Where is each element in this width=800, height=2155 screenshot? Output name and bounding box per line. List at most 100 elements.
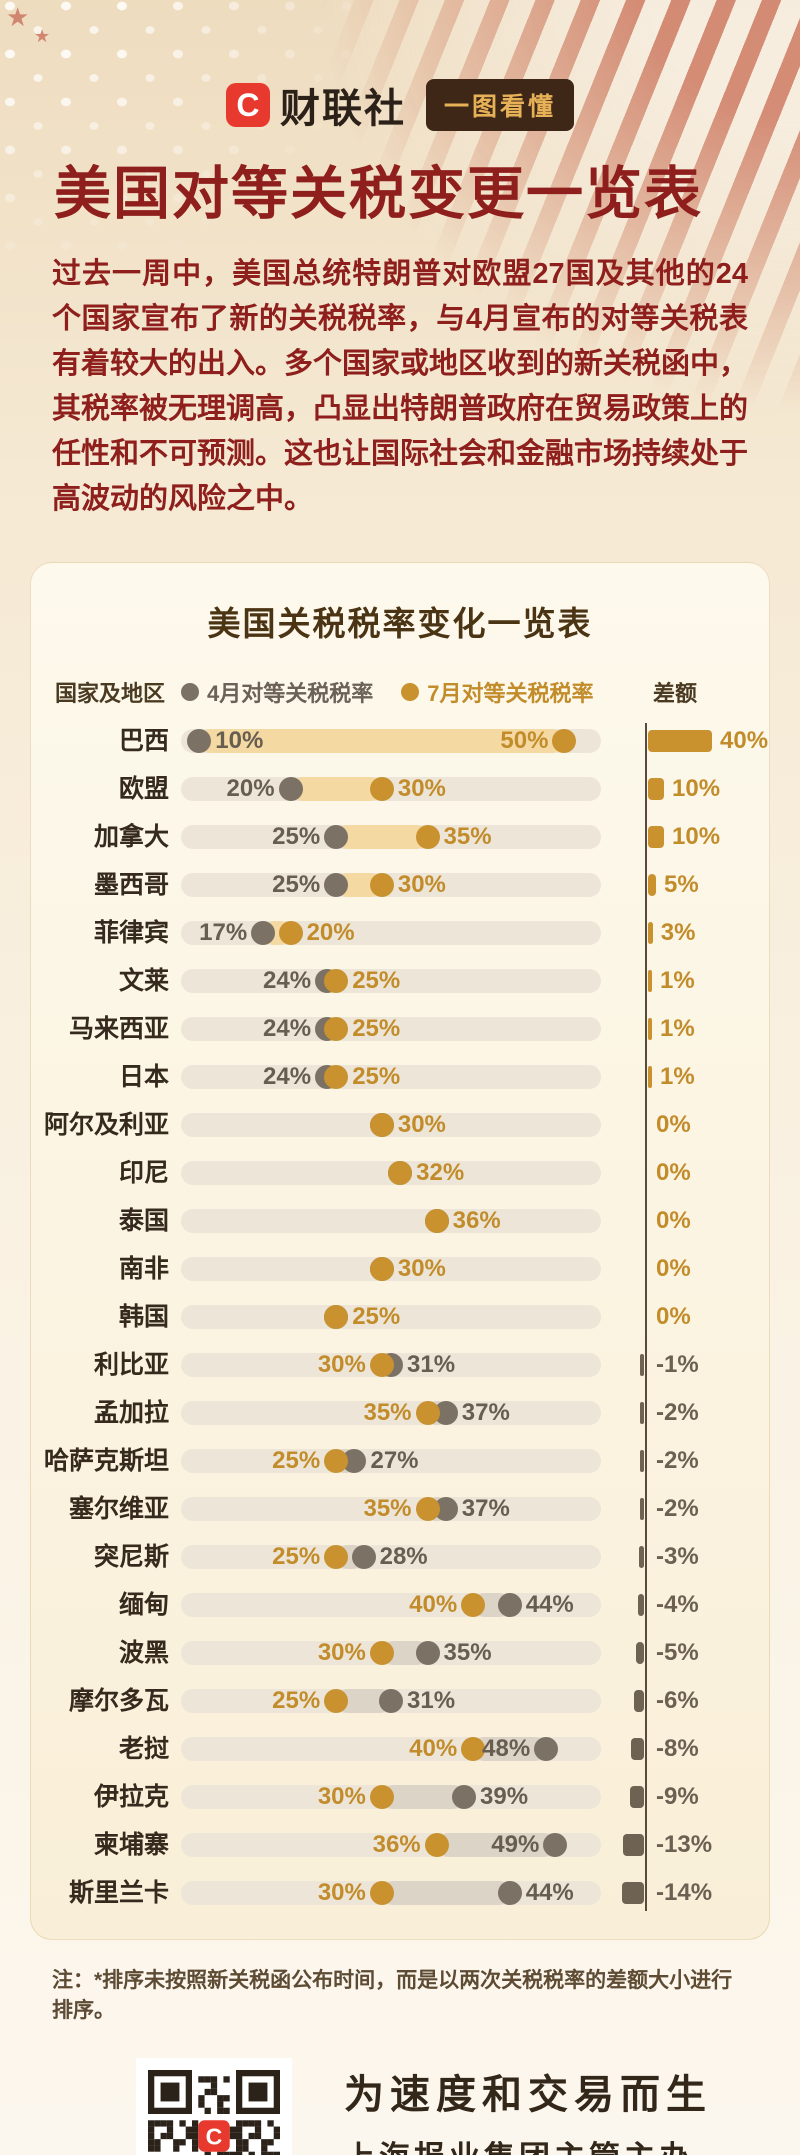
row-track bbox=[181, 969, 601, 994]
april-value: 31% bbox=[407, 1351, 456, 1379]
country-label: 孟加拉 bbox=[93, 1399, 169, 1428]
diff-value: -8% bbox=[656, 1735, 699, 1763]
diff-bar bbox=[648, 778, 664, 801]
april-value: 28% bbox=[379, 1543, 428, 1571]
country-label: 伊拉克 bbox=[93, 1783, 169, 1812]
footer: C 为速度和交易而生 上海报业集团主管主办 策划：马兰 制图：翟一然 bbox=[136, 2058, 800, 2155]
country-label: 马来西亚 bbox=[68, 1015, 169, 1044]
row-track bbox=[181, 1065, 601, 1090]
intro-paragraph: 过去一周中，美国总统特朗普对欧盟27国及其他的24个国家宣布了新的关税税率，与4… bbox=[52, 258, 749, 516]
diff-bar bbox=[621, 1882, 644, 1905]
qr-code: C bbox=[136, 2058, 292, 2155]
july-value: 35% bbox=[363, 1495, 412, 1523]
april-dot bbox=[324, 873, 349, 898]
connector-bar bbox=[336, 825, 428, 850]
july-dot bbox=[369, 1641, 394, 1666]
diff-axis-line bbox=[645, 723, 647, 1912]
diff-value: 40% bbox=[720, 727, 769, 755]
july-dot bbox=[369, 1881, 394, 1906]
april-value: 27% bbox=[370, 1447, 419, 1475]
april-dot bbox=[324, 825, 349, 850]
publisher: 上海报业集团主管主办 bbox=[344, 2132, 712, 2155]
diff-bar bbox=[639, 1546, 644, 1569]
diff-value: -2% bbox=[656, 1495, 699, 1523]
table-row: 摩尔多瓦 25% 31% -6% bbox=[31, 1677, 769, 1725]
table-row: 印尼 32% 0% bbox=[31, 1149, 769, 1197]
diff-value: 1% bbox=[660, 967, 695, 995]
table-row: 加拿大 25% 35% 10% bbox=[31, 813, 769, 861]
table-row: 突尼斯 25% 28% -3% bbox=[31, 1533, 769, 1581]
april-value: 37% bbox=[461, 1399, 510, 1427]
july-value: 36% bbox=[372, 1831, 421, 1859]
country-label: 泰国 bbox=[118, 1207, 169, 1236]
diff-bar bbox=[648, 826, 664, 849]
footer-text: 为速度和交易而生 上海报业集团主管主办 策划：马兰 制图：翟一然 bbox=[344, 2058, 712, 2155]
table-row: 哈萨克斯坦 25% 27% -2% bbox=[31, 1437, 769, 1485]
column-header-country: 国家及地区 bbox=[55, 681, 166, 707]
country-label: 南非 bbox=[118, 1255, 169, 1284]
july-value: 32% bbox=[416, 1159, 465, 1187]
july-value: 30% bbox=[397, 1255, 446, 1283]
july-value: 35% bbox=[443, 823, 492, 851]
july-value: 36% bbox=[452, 1207, 501, 1235]
country-label: 斯里兰卡 bbox=[68, 1879, 169, 1908]
diff-value: -13% bbox=[656, 1831, 713, 1859]
diff-value: 10% bbox=[672, 775, 721, 803]
diff-value: -2% bbox=[656, 1447, 699, 1475]
april-value: 44% bbox=[525, 1879, 574, 1907]
diff-value: 1% bbox=[660, 1063, 695, 1091]
diff-value: 0% bbox=[656, 1159, 691, 1187]
diff-bar bbox=[629, 1786, 644, 1809]
july-dot bbox=[369, 1113, 394, 1138]
july-dot bbox=[369, 777, 394, 802]
country-label: 摩尔多瓦 bbox=[68, 1687, 169, 1716]
july-value: 30% bbox=[397, 775, 446, 803]
april-value: 31% bbox=[407, 1687, 456, 1715]
april-value: 24% bbox=[263, 967, 312, 995]
row-track bbox=[181, 1593, 601, 1618]
page-title: 美国对等关税变更一览表 bbox=[54, 162, 703, 226]
diff-bar bbox=[634, 1690, 644, 1713]
july-value: 20% bbox=[306, 919, 355, 947]
july-value: 25% bbox=[352, 1303, 401, 1331]
country-label: 缅甸 bbox=[118, 1591, 169, 1620]
legend-label-april: 4月对等关税税率 bbox=[207, 681, 374, 707]
cls-logo-icon: C bbox=[225, 83, 270, 127]
country-label: 柬埔寨 bbox=[93, 1831, 169, 1860]
july-value: 30% bbox=[397, 1111, 446, 1139]
row-track bbox=[181, 1305, 601, 1330]
row-track bbox=[181, 921, 601, 946]
country-label: 韩国 bbox=[118, 1303, 169, 1332]
april-value: 37% bbox=[461, 1495, 510, 1523]
july-dot bbox=[369, 1257, 394, 1282]
svg-text:C: C bbox=[206, 2124, 223, 2150]
chart-rows: 巴西 10% 50% 40% 欧盟 20% 30% 10% 加拿大 25% 35% 10% 墨西哥 25%… bbox=[31, 717, 769, 1917]
country-label: 菲律宾 bbox=[93, 919, 169, 948]
april-value: 24% bbox=[263, 1063, 312, 1091]
table-row: 柬埔寨 36% 49% -13% bbox=[31, 1821, 769, 1869]
brand-row: C 财联社 一图看懂 bbox=[0, 0, 800, 134]
april-dot bbox=[187, 729, 212, 754]
table-row: 斯里兰卡 30% 44% -14% bbox=[31, 1869, 769, 1917]
april-dot bbox=[497, 1593, 522, 1618]
diff-bar bbox=[640, 1450, 644, 1473]
july-dot bbox=[324, 969, 349, 994]
diff-value: -14% bbox=[656, 1879, 713, 1907]
table-row: 阿尔及利亚 30% 0% bbox=[31, 1101, 769, 1149]
july-dot bbox=[415, 825, 440, 850]
row-track bbox=[181, 1209, 601, 1234]
table-row: 塞尔维亚 35% 37% -2% bbox=[31, 1485, 769, 1533]
diff-value: 0% bbox=[656, 1111, 691, 1139]
column-header-diff: 差额 bbox=[653, 681, 698, 707]
diff-value: -6% bbox=[656, 1687, 699, 1715]
july-value: 25% bbox=[272, 1687, 321, 1715]
april-value: 35% bbox=[443, 1639, 492, 1667]
row-track bbox=[181, 1449, 601, 1474]
july-value: 30% bbox=[397, 871, 446, 899]
april-dot-icon bbox=[181, 683, 199, 702]
diff-value: 10% bbox=[672, 823, 721, 851]
july-value: 30% bbox=[317, 1351, 366, 1379]
diff-bar bbox=[648, 1018, 652, 1041]
table-row: 文莱 24% 25% 1% bbox=[31, 957, 769, 1005]
table-row: 缅甸 40% 44% -4% bbox=[31, 1581, 769, 1629]
